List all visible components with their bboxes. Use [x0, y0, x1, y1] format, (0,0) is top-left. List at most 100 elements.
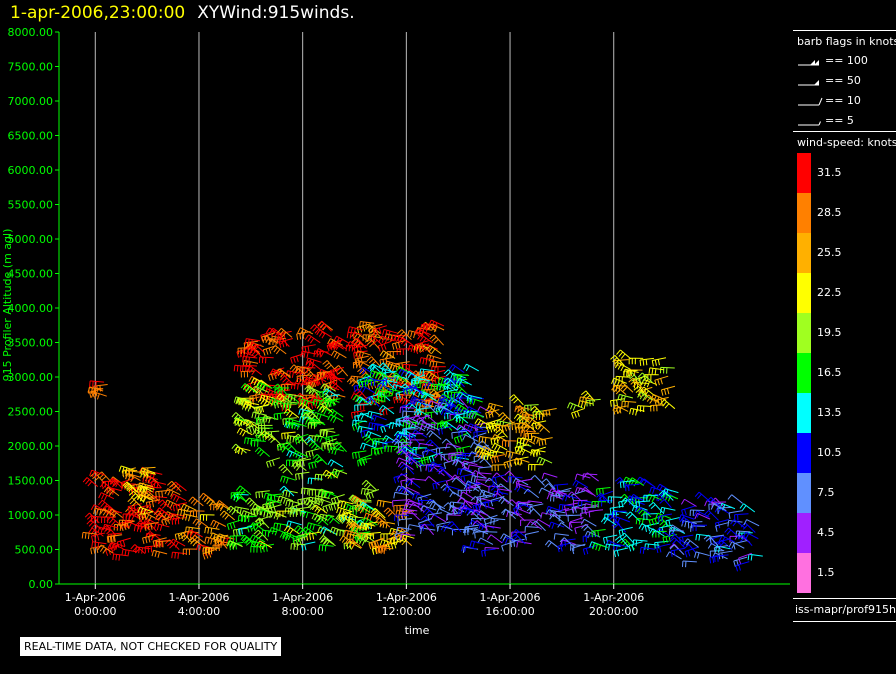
wind-barb — [136, 484, 153, 494]
wind-barb — [391, 372, 407, 383]
wind-barb — [91, 541, 107, 549]
wind-barb — [315, 348, 332, 357]
wind-barb — [292, 535, 308, 543]
wind-barb — [681, 560, 697, 568]
wind-barb — [513, 413, 530, 423]
wind-barb — [164, 488, 181, 497]
wind-barb — [346, 340, 363, 350]
barb-flag-legend: barb flags in knots == 100 == 50 == 10 =… — [793, 30, 896, 132]
wind-barb — [410, 398, 427, 407]
wind-barb — [322, 469, 338, 479]
speed-color-bar — [797, 153, 811, 593]
wind-barb — [613, 547, 628, 558]
wind-barb — [496, 488, 512, 495]
wind-barb — [270, 511, 287, 520]
wind-barb — [429, 461, 446, 470]
wind-barb — [411, 492, 428, 500]
wind-barb — [498, 496, 514, 507]
speed-color-swatch — [797, 153, 811, 193]
wind-barb — [235, 397, 252, 406]
wind-barb — [420, 505, 437, 512]
y-tick-label: 7000.00 — [8, 95, 54, 108]
x-tick-date-label: 1-Apr-2006 — [65, 591, 126, 604]
wind-barb — [453, 432, 468, 444]
wind-barb — [319, 429, 336, 437]
wind-barb — [378, 335, 395, 344]
wind-barb — [591, 501, 607, 508]
wind-barb — [408, 384, 424, 396]
wind-barb — [329, 366, 345, 377]
wind-barb — [395, 389, 410, 400]
wind-barb — [371, 510, 387, 521]
wind-barb — [300, 487, 316, 495]
data-source-path: iss-mapr/prof915h — [793, 598, 896, 622]
wind-barb — [694, 513, 711, 520]
wind-barb — [456, 377, 472, 386]
wind-barb — [614, 362, 631, 372]
x-tick-date-label: 1-Apr-2006 — [376, 591, 437, 604]
wind-barb — [581, 523, 596, 535]
wind-barb — [399, 406, 415, 414]
wind-barb — [436, 467, 452, 479]
wind-barb — [98, 492, 115, 501]
wind-barb — [615, 477, 630, 489]
wind-barb — [660, 385, 676, 396]
wind-barb — [512, 477, 529, 486]
wind-barb — [408, 502, 425, 513]
wind-barb — [354, 412, 369, 423]
wind-barb — [246, 423, 260, 434]
wind-barb — [261, 529, 277, 537]
wind-barb — [730, 519, 746, 529]
wind-barb — [372, 325, 387, 336]
wind-barb — [490, 454, 506, 464]
wind-barb — [304, 384, 320, 396]
wind-barb — [692, 524, 708, 532]
barb-legend-label-100: == 100 — [825, 54, 868, 67]
wind-barb — [240, 383, 257, 393]
wind-barb — [727, 494, 743, 504]
speed-color-swatch — [797, 313, 811, 353]
wind-barb — [591, 529, 606, 538]
wind-barb — [101, 480, 117, 488]
wind-barb — [504, 470, 520, 482]
wind-barb — [637, 391, 653, 401]
wind-barb — [364, 396, 380, 407]
wind-barb — [293, 525, 310, 536]
wind-barb — [412, 446, 428, 454]
wind-barb — [536, 456, 553, 466]
wind-barb — [250, 439, 266, 447]
wind-barb — [356, 537, 373, 546]
wind-barb — [330, 494, 345, 505]
wind-barb — [637, 372, 653, 383]
barb-legend-label-50: == 50 — [825, 74, 861, 87]
wind-barb — [142, 534, 157, 544]
wind-barb — [299, 398, 316, 407]
wind-barb — [618, 498, 633, 508]
wind-barb — [462, 424, 479, 431]
wind-barb — [283, 401, 299, 409]
x-tick-time-label: 12:00:00 — [382, 605, 431, 618]
wind-barb — [373, 424, 389, 432]
wind-barb — [472, 528, 489, 535]
wind-barb — [253, 507, 268, 516]
wind-barb — [430, 514, 447, 523]
wind-barb — [520, 422, 537, 433]
wind-barb — [524, 404, 539, 412]
wind-barb — [570, 544, 585, 551]
wind-barb — [295, 365, 312, 374]
speed-bin-label: 22.5 — [817, 286, 842, 299]
wind-barb — [395, 418, 411, 427]
wind-barb — [669, 537, 685, 548]
wind-barb — [738, 534, 753, 547]
wind-barb — [654, 375, 669, 387]
wind-barb — [487, 418, 502, 429]
wind-barb — [294, 433, 309, 445]
wind-barb — [188, 496, 204, 507]
speed-bin-label: 25.5 — [817, 246, 842, 259]
wind-barb — [571, 503, 586, 514]
wind-barb — [316, 329, 333, 339]
wind-barb — [491, 474, 506, 485]
wind-barb — [628, 377, 643, 389]
wind-barb — [534, 422, 551, 433]
wind-barb — [517, 502, 533, 510]
